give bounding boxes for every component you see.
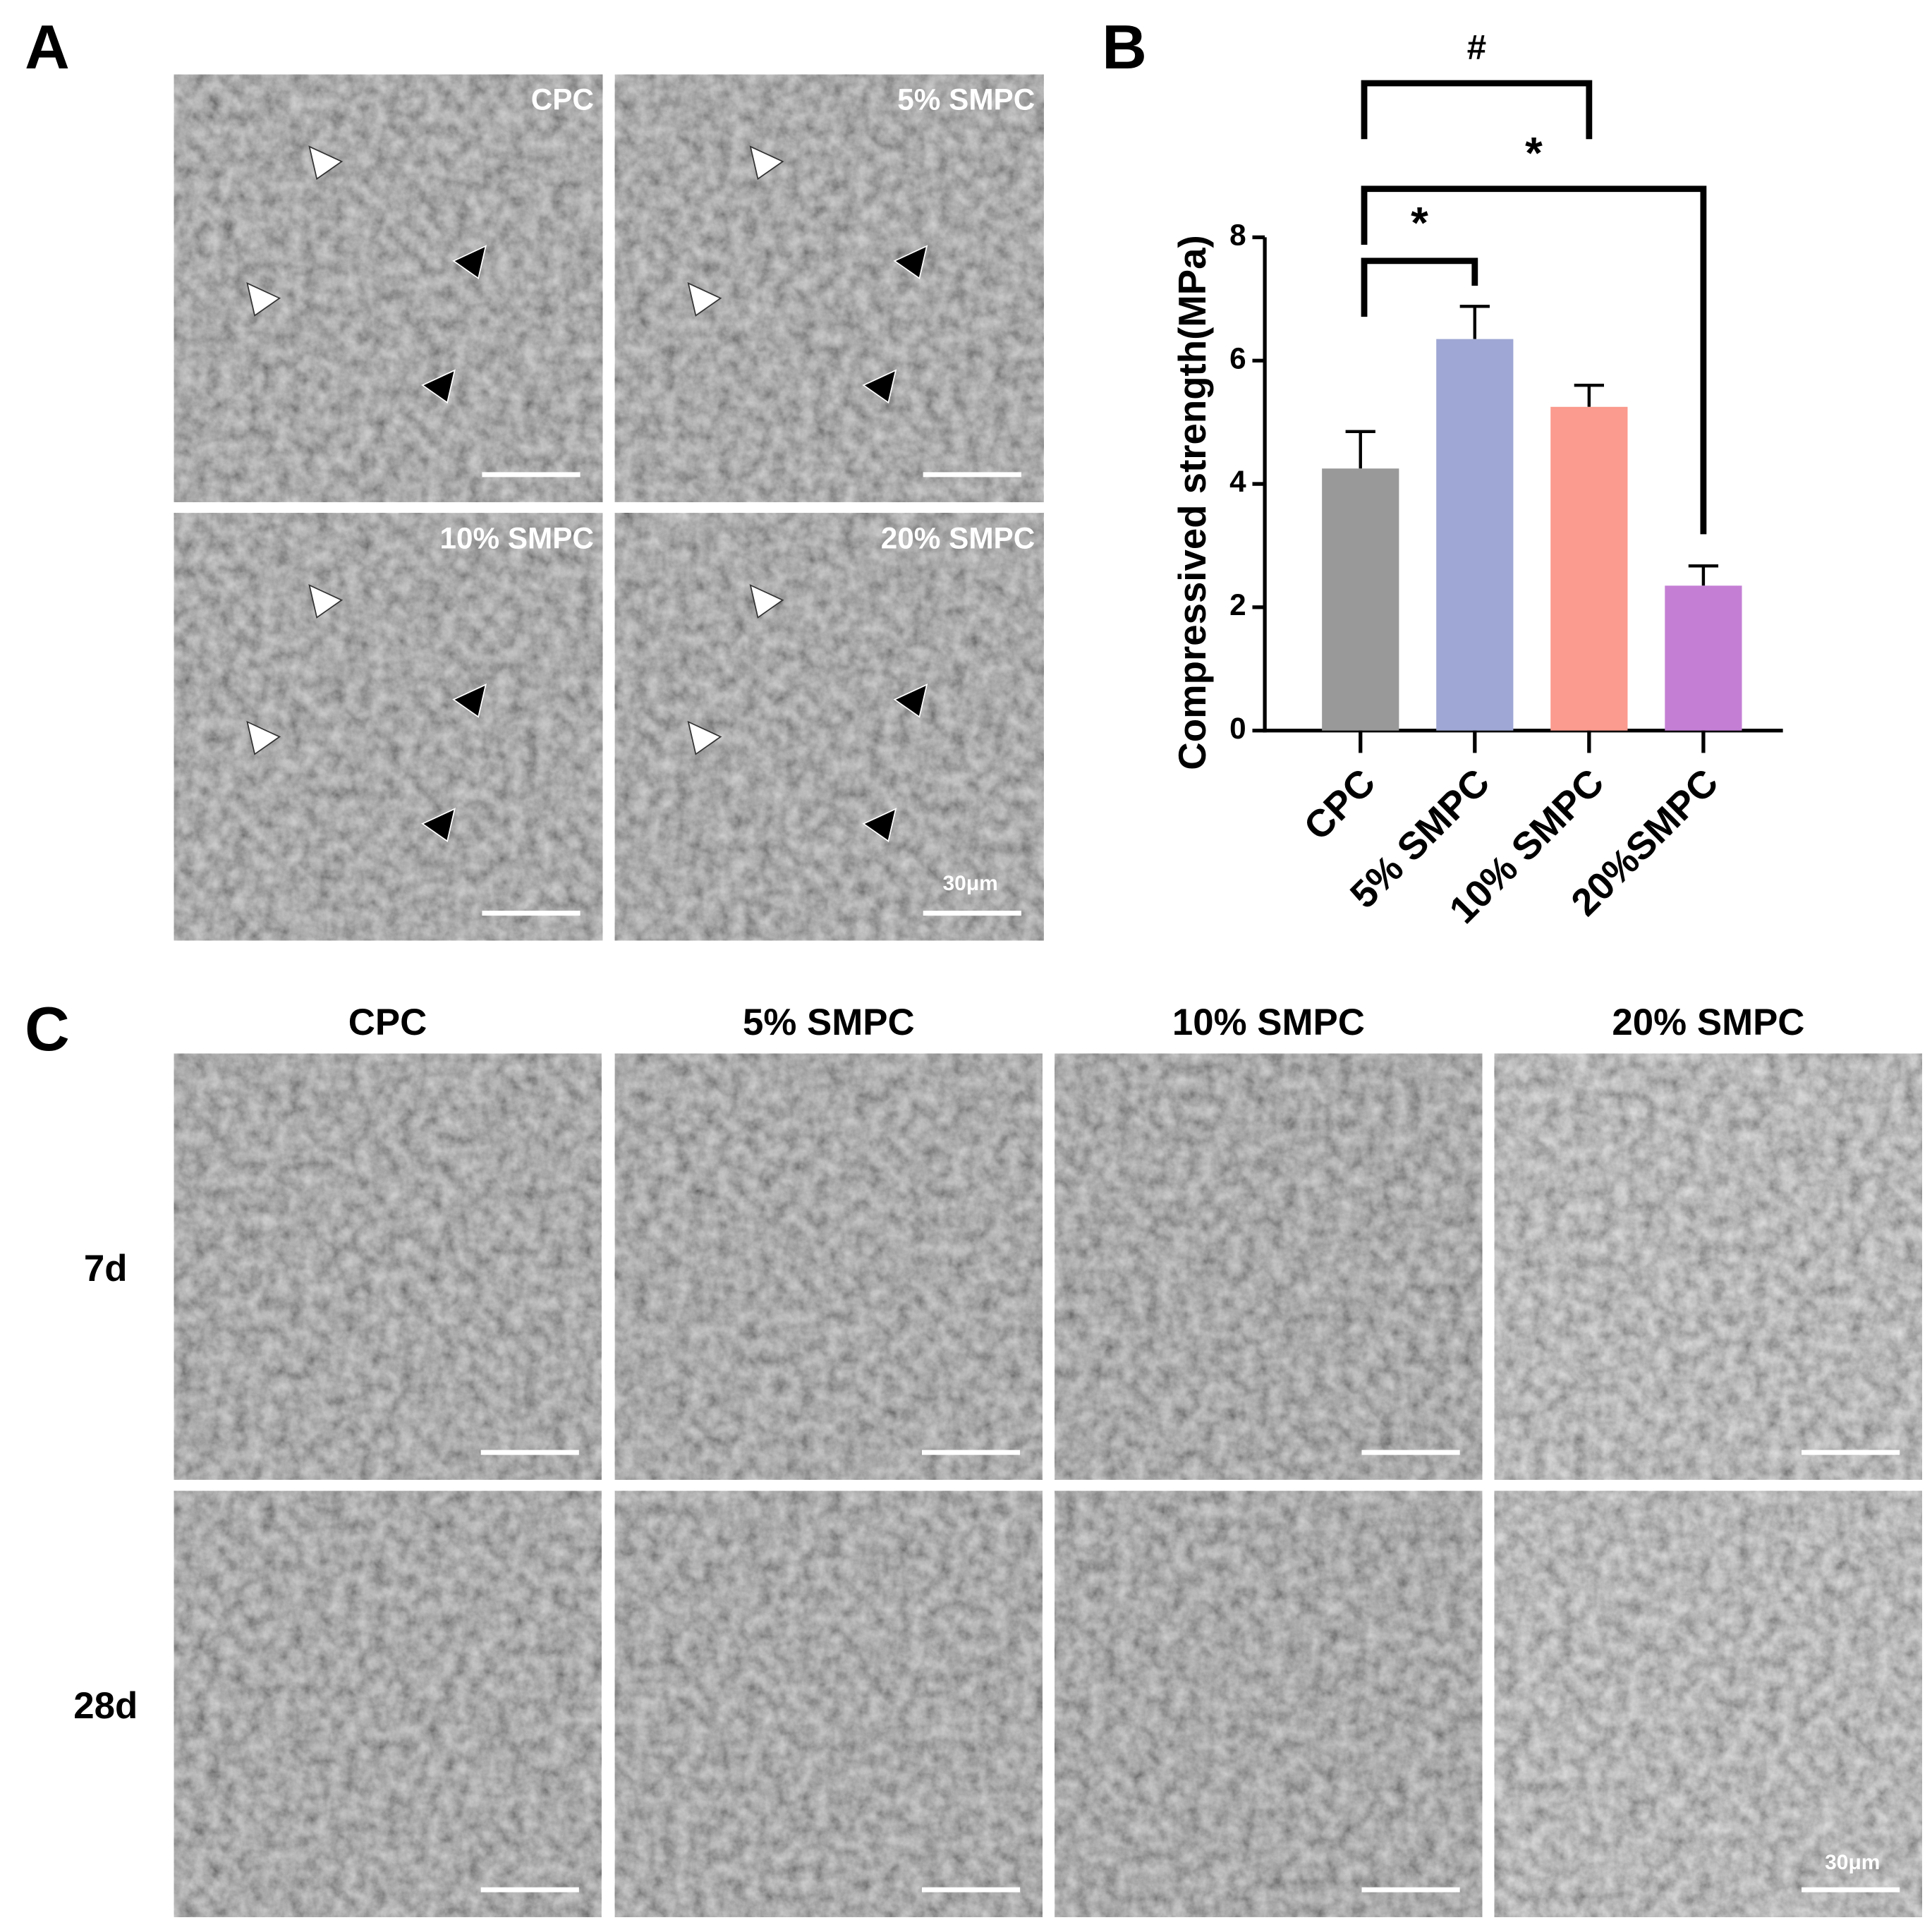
y-tick-label: 2 bbox=[1229, 588, 1246, 621]
sem-image bbox=[614, 74, 1044, 502]
significance-bracket bbox=[1361, 186, 1707, 535]
row-label: 7d bbox=[84, 1248, 128, 1289]
sem-tint bbox=[174, 513, 603, 941]
y-tick-label: 0 bbox=[1229, 712, 1246, 745]
y-axis-label: Compressived strength(MPa) bbox=[1171, 235, 1214, 770]
sem-tint bbox=[1055, 1053, 1483, 1480]
row-label: 28d bbox=[73, 1685, 138, 1727]
sem-image bbox=[1494, 1053, 1922, 1480]
sem-image bbox=[1055, 1053, 1483, 1480]
sem-tint bbox=[1494, 1490, 1922, 1917]
bar bbox=[1665, 585, 1742, 731]
panel-label: B bbox=[1102, 12, 1147, 82]
significance-bracket bbox=[1361, 80, 1593, 140]
panel-label: C bbox=[25, 994, 70, 1064]
y-tick-label: 6 bbox=[1229, 341, 1246, 375]
scale-bar-label: 30μm bbox=[1825, 1851, 1880, 1874]
sem-tint bbox=[614, 513, 1044, 941]
arrowhead bbox=[893, 245, 928, 280]
image-label: 20% SMPC bbox=[881, 521, 1035, 554]
arrowhead bbox=[308, 145, 344, 181]
sem-tint bbox=[1494, 1053, 1922, 1480]
arrowhead bbox=[893, 683, 928, 718]
sem-image bbox=[1055, 1490, 1483, 1917]
image-label: CPC bbox=[531, 83, 594, 116]
column-label: 5% SMPC bbox=[743, 1002, 915, 1043]
sem-tint bbox=[1055, 1490, 1483, 1917]
significance-label: * bbox=[1525, 129, 1543, 178]
sem-tint bbox=[614, 74, 1044, 502]
sem-tint bbox=[174, 1053, 602, 1480]
arrowhead bbox=[308, 584, 344, 619]
arrowhead bbox=[246, 282, 281, 317]
sem-tint bbox=[174, 74, 603, 502]
arrowhead bbox=[452, 245, 487, 280]
sem-image bbox=[174, 513, 603, 941]
sem-tint bbox=[614, 1490, 1043, 1917]
sem-image bbox=[174, 1490, 602, 1917]
image-label: 5% SMPC bbox=[897, 83, 1035, 116]
panel-label: A bbox=[25, 12, 70, 82]
arrowhead bbox=[749, 145, 784, 181]
arrowhead bbox=[246, 720, 281, 755]
bar bbox=[1322, 468, 1399, 731]
image-label: 10% SMPC bbox=[440, 521, 594, 554]
arrowhead bbox=[862, 808, 897, 842]
column-label: 10% SMPC bbox=[1172, 1002, 1365, 1043]
bar bbox=[1550, 406, 1628, 731]
sem-image bbox=[614, 1490, 1043, 1917]
column-label: 20% SMPC bbox=[1612, 1002, 1804, 1043]
arrowhead bbox=[687, 720, 722, 755]
sem-image bbox=[174, 1053, 602, 1480]
bar bbox=[1436, 339, 1514, 731]
sem-image bbox=[614, 513, 1044, 941]
arrowhead bbox=[687, 282, 722, 317]
sem-image bbox=[174, 74, 603, 502]
scale-bar-label: 30μm bbox=[943, 872, 998, 895]
sem-tint bbox=[174, 1490, 602, 1917]
arrowhead bbox=[421, 369, 456, 404]
significance-label: * bbox=[1411, 198, 1428, 248]
arrowhead bbox=[862, 369, 897, 404]
significance-label: # bbox=[1467, 28, 1486, 66]
arrowhead bbox=[452, 683, 487, 718]
sem-tint bbox=[614, 1053, 1043, 1480]
y-tick-label: 4 bbox=[1229, 465, 1246, 498]
y-tick-label: 8 bbox=[1229, 219, 1246, 252]
significance-bracket bbox=[1361, 257, 1478, 317]
sem-image bbox=[1494, 1490, 1922, 1917]
arrowhead bbox=[749, 584, 784, 619]
sem-image bbox=[614, 1053, 1043, 1480]
column-label: CPC bbox=[348, 1002, 427, 1043]
arrowhead bbox=[421, 808, 456, 842]
